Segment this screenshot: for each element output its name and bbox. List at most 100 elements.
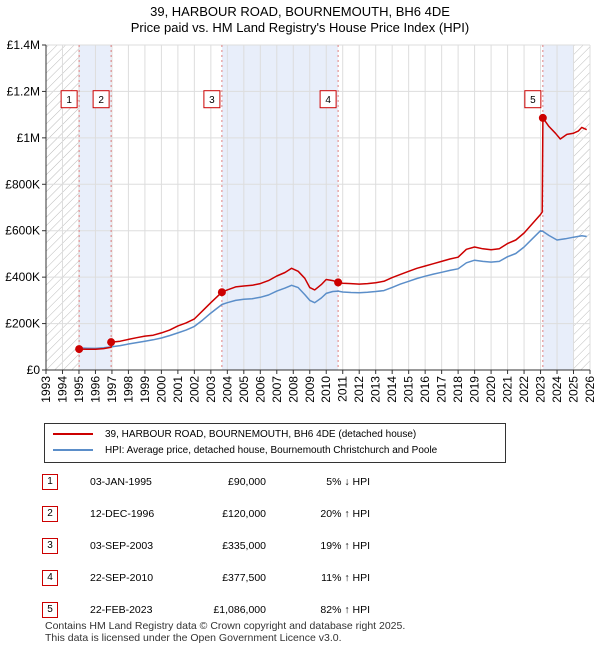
- sale-date: 22-FEB-2023: [90, 604, 153, 616]
- x-tick-label: 1999: [138, 376, 152, 403]
- legend-label-property: 39, HARBOUR ROAD, BOURNEMOUTH, BH6 4DE (…: [105, 429, 417, 440]
- sale-5-marker-box: [524, 90, 542, 109]
- x-tick-label: 2011: [336, 376, 350, 402]
- shaded-period-2: [221, 45, 339, 370]
- legend-swatch-property: [53, 433, 93, 436]
- x-tick-label: 1993: [39, 376, 53, 403]
- y-tick-label: £1M: [17, 131, 40, 145]
- table-row: 4 22-SEP-2010 £377,500 11% ↑ HPI: [0, 568, 600, 588]
- sale-1-point: [75, 345, 84, 354]
- x-tick-label: 2010: [319, 376, 333, 403]
- footer-line1: Contains HM Land Registry data © Crown c…: [45, 620, 406, 632]
- x-tick-label: 1998: [121, 376, 135, 403]
- sale-2-marker-box: [92, 90, 110, 109]
- x-tick-label: 1994: [55, 376, 69, 403]
- table-row: 3 03-SEP-2003 £335,000 19% ↑ HPI: [0, 536, 600, 556]
- x-tick-label: 2003: [204, 376, 218, 403]
- sale-1-marker-box: [60, 90, 78, 109]
- legend-label-hpi: HPI: Average price, detached house, Bour…: [105, 445, 438, 456]
- x-tick-label: 2000: [154, 376, 168, 403]
- sale-3-point: [217, 288, 226, 297]
- hatch-region-after: [573, 45, 590, 370]
- x-tick-label: 2015: [402, 376, 416, 403]
- sale-price: £1,086,000: [213, 604, 266, 616]
- x-tick-label: 1997: [105, 376, 119, 403]
- sale-number-badge: 5: [42, 602, 58, 618]
- x-tick-label: 2014: [385, 376, 399, 403]
- sale-3-marker-label: 3: [209, 95, 215, 106]
- sale-4-marker-box: [319, 90, 337, 109]
- price-chart: 1 2 3 4 5 £0 £200K £400K £600K £800K £1M £1.2M £1.4…: [5, 38, 597, 403]
- x-tick-label: 2004: [220, 376, 234, 403]
- x-tick-label: 2002: [187, 376, 201, 403]
- chart-title: 39, HARBOUR ROAD, BOURNEMOUTH, BH6 4DE P…: [0, 4, 600, 36]
- sale-date: 03-JAN-1995: [90, 476, 152, 488]
- footer-line2: This data is licensed under the Open Gov…: [45, 632, 342, 644]
- sale-price: £120,000: [222, 508, 266, 520]
- x-tick-label: 2018: [451, 376, 465, 403]
- x-tick-label: 2001: [171, 376, 185, 403]
- sale-date: 22-SEP-2010: [90, 572, 154, 584]
- hpi-line: [78, 229, 587, 350]
- sale-4-point: [334, 278, 343, 287]
- footer-attribution: Contains HM Land Registry data © Crown c…: [45, 620, 405, 644]
- y-tick-label: £1.2M: [7, 84, 40, 98]
- x-tick-label: 2005: [237, 376, 251, 403]
- x-tick-label: 2006: [253, 376, 267, 403]
- x-tick-label: 2017: [435, 376, 449, 403]
- sale-hpi-diff: 82% ↑ HPI: [320, 604, 370, 616]
- x-tick-label: 1995: [72, 376, 86, 403]
- x-tick-label: 2023: [534, 376, 548, 403]
- y-tick-label: £600K: [5, 224, 40, 238]
- table-row: 1 03-JAN-1995 £90,000 5% ↓ HPI: [0, 472, 600, 492]
- x-tick-label: 2019: [468, 376, 482, 403]
- x-tick-label: 2013: [369, 376, 383, 403]
- sale-price: £335,000: [222, 540, 266, 552]
- sale-5-marker-label: 5: [530, 95, 536, 106]
- sale-hpi-diff: 20% ↑ HPI: [320, 508, 370, 520]
- sale-date: 12-DEC-1996: [90, 508, 155, 520]
- x-tick-label: 2008: [286, 376, 300, 403]
- sale-number-badge: 1: [42, 474, 58, 490]
- table-row: 5 22-FEB-2023 £1,086,000 82% ↑ HPI: [0, 600, 600, 620]
- sale-number-badge: 4: [42, 570, 58, 586]
- sale-5-point: [538, 113, 547, 122]
- sale-hpi-diff: 19% ↑ HPI: [320, 540, 370, 552]
- y-tick-label: £400K: [5, 270, 40, 284]
- sale-hpi-diff: 11% ↑ HPI: [321, 572, 370, 584]
- x-tick-label: 2021: [501, 376, 515, 403]
- y-tick-label: £0: [27, 363, 41, 377]
- chart-title-line1: 39, HARBOUR ROAD, BOURNEMOUTH, BH6 4DE: [150, 4, 450, 19]
- x-tick-label: 2025: [567, 376, 581, 403]
- x-tick-label: 2007: [270, 376, 284, 403]
- chart-legend: 39, HARBOUR ROAD, BOURNEMOUTH, BH6 4DE (…: [44, 423, 506, 463]
- x-tick-label: 2026: [583, 376, 597, 403]
- sale-number-badge: 2: [42, 506, 58, 522]
- table-row: 2 12-DEC-1996 £120,000 20% ↑ HPI: [0, 504, 600, 524]
- sale-2-marker-label: 2: [98, 95, 104, 106]
- sale-3-marker-box: [203, 90, 221, 109]
- sale-hpi-diff: 5% ↓ HPI: [326, 476, 370, 488]
- x-tick-label: 2022: [517, 376, 531, 403]
- sale-number-badge: 3: [42, 538, 58, 554]
- sale-date: 03-SEP-2003: [90, 540, 154, 552]
- sale-price: £90,000: [228, 476, 266, 488]
- y-tick-label: £1.4M: [7, 38, 40, 52]
- x-tick-label: 2020: [484, 376, 498, 403]
- y-tick-label: £200K: [5, 317, 40, 331]
- y-tick-label: £800K: [5, 177, 40, 191]
- x-tick-label: 2009: [303, 376, 317, 403]
- x-tick-label: 1996: [88, 376, 102, 403]
- sale-price: £377,500: [222, 572, 266, 584]
- sale-2-point: [107, 338, 116, 347]
- legend-item-hpi: HPI: Average price, detached house, Bour…: [53, 443, 437, 459]
- legend-item-property: 39, HARBOUR ROAD, BOURNEMOUTH, BH6 4DE (…: [53, 427, 416, 443]
- x-tick-label: 2024: [550, 376, 564, 403]
- legend-swatch-hpi: [53, 449, 93, 452]
- sale-4-marker-label: 4: [325, 95, 331, 106]
- x-tick-label: 2016: [418, 376, 432, 403]
- x-tick-label: 2012: [352, 376, 366, 403]
- chart-title-line2: Price paid vs. HM Land Registry's House …: [130, 20, 470, 35]
- sale-1-marker-label: 1: [66, 95, 72, 106]
- shaded-period-3: [542, 45, 574, 370]
